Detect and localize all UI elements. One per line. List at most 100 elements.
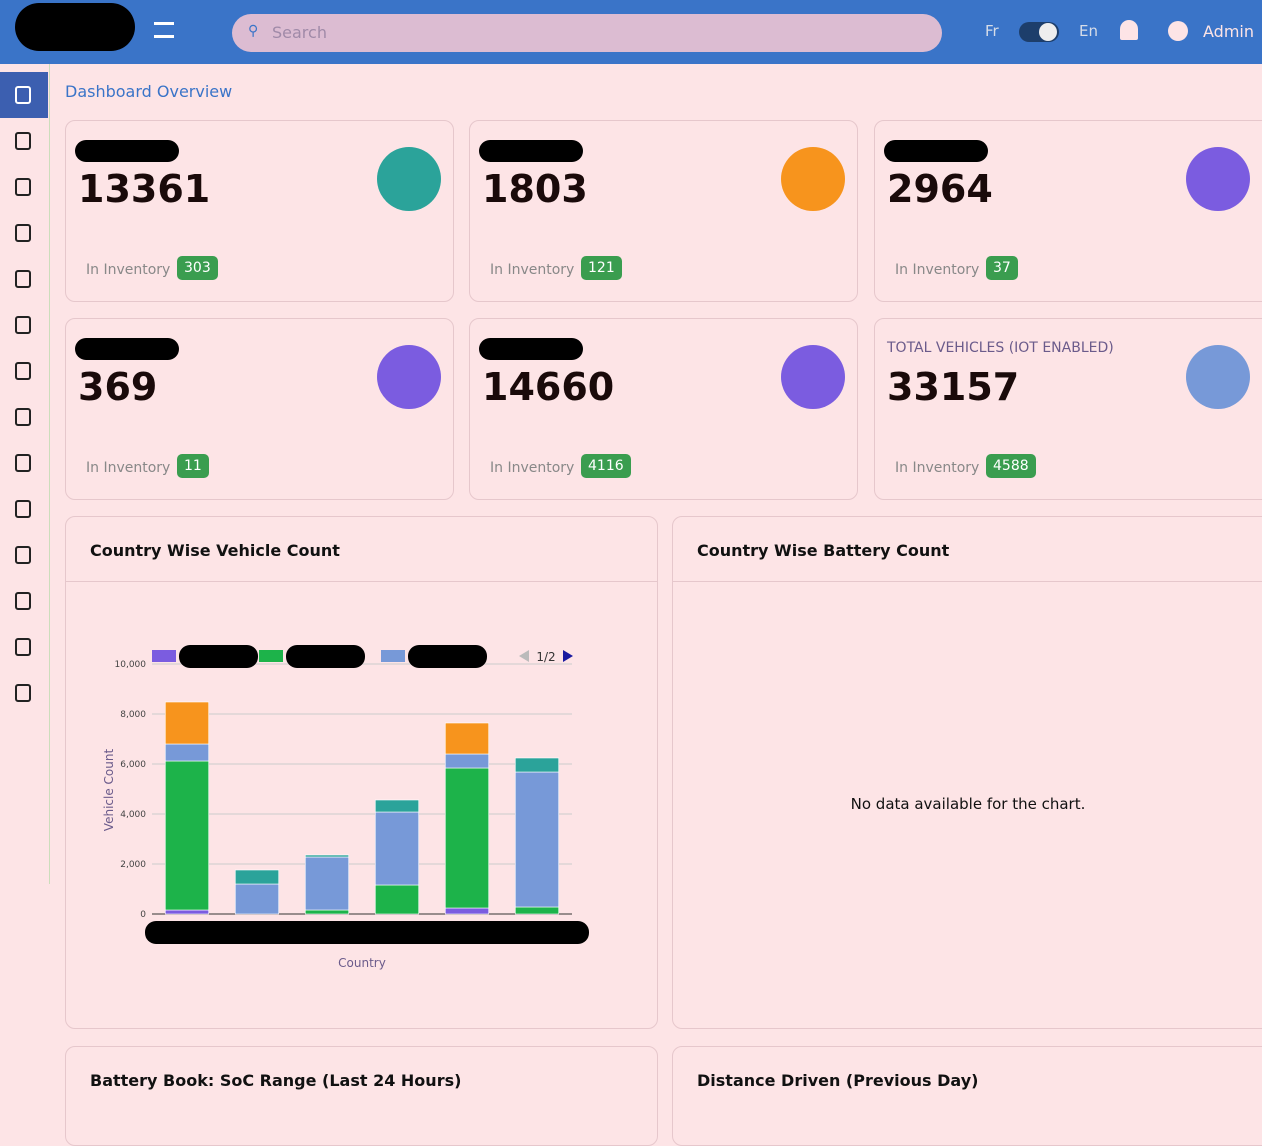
sidebar-icon <box>15 638 31 656</box>
sidebar-icon <box>15 454 31 472</box>
y-tick-label: 4,000 <box>120 810 146 820</box>
sidebar-item[interactable] <box>0 210 48 256</box>
redacted-legend-name <box>286 645 365 668</box>
notification-button[interactable] <box>1120 20 1138 40</box>
y-tick-label: 0 <box>140 910 146 920</box>
sidebar-item[interactable] <box>0 164 48 210</box>
stat-card[interactable]: 1803 In Inventory 121 <box>469 120 858 302</box>
card-icon <box>781 345 845 409</box>
sidebar-icon <box>15 270 31 288</box>
sidebar-item[interactable] <box>0 532 48 578</box>
card-title: Distance Driven (Previous Day) <box>697 1071 979 1090</box>
x-axis-label: Country <box>338 956 386 970</box>
y-tick-label: 6,000 <box>120 760 146 770</box>
sidebar-item[interactable] <box>0 256 48 302</box>
bar-segment <box>305 856 350 911</box>
battery-chart-card: Country Wise Battery Count No data avail… <box>672 516 1262 1029</box>
bar-segment <box>305 854 350 858</box>
card-value: 33157 <box>887 365 1020 409</box>
lang-label: Fr <box>985 22 999 40</box>
sidebar-icon <box>15 132 31 150</box>
profile-button[interactable] <box>1168 21 1188 41</box>
bar-segment <box>514 757 559 773</box>
legend-swatch <box>259 650 283 662</box>
search-placeholder[interactable]: Search <box>272 23 327 42</box>
sidebar-item[interactable] <box>0 440 48 486</box>
sidebar-icon <box>15 500 31 518</box>
vehicle-chart-card: Country Wise Vehicle Count 0 2,000 4,000 6,… <box>65 516 658 1029</box>
bar-segment <box>444 753 489 769</box>
sidebar-icon <box>15 408 31 426</box>
menu-button[interactable] <box>154 22 174 38</box>
legend-next[interactable] <box>563 650 573 662</box>
inventory-badge: 4588 <box>986 454 1036 478</box>
stat-card[interactable]: 2964 In Inventory 37 <box>874 120 1262 302</box>
redacted-title <box>75 140 179 162</box>
stat-card[interactable]: 369 In Inventory 11 <box>65 318 454 500</box>
inventory-badge: 11 <box>177 454 209 478</box>
card-title: TOTAL VEHICLES (IOT ENABLED) <box>887 340 1114 356</box>
redacted-title <box>479 140 583 162</box>
bar-segment <box>514 906 559 915</box>
battery-book-card: Battery Book: SoC Range (Last 24 Hours) <box>65 1046 658 1146</box>
card-value: 369 <box>78 365 158 409</box>
top-bar: ⚲ Search Fr En Admin <box>0 0 1262 64</box>
sidebar-icon <box>15 86 31 104</box>
card-icon <box>1186 147 1250 211</box>
sidebar-border <box>49 64 50 884</box>
stat-card[interactable]: 14660 In Inventory 4116 <box>469 318 858 500</box>
card-icon <box>377 147 441 211</box>
stat-card[interactable]: 13361 In Inventory 303 <box>65 120 454 302</box>
card-value: 1803 <box>482 167 588 211</box>
bar-segment <box>444 767 489 909</box>
card-title: Country Wise Vehicle Count <box>90 541 340 560</box>
bar-segment <box>235 869 280 885</box>
stat-card[interactable]: TOTAL VEHICLES (IOT ENABLED) 33157 In Inve… <box>874 318 1262 500</box>
y-tick-label: 2,000 <box>120 860 146 870</box>
bar-segment <box>374 811 419 886</box>
redacted-legend-name <box>179 645 258 668</box>
inventory-label: In Inventory <box>86 460 171 476</box>
breadcrumb[interactable]: Dashboard Overview <box>65 82 233 101</box>
bar-segment <box>444 722 489 755</box>
legend-page: 1/2 <box>536 650 555 664</box>
card-value: 2964 <box>887 167 993 211</box>
sidebar-icon <box>15 684 31 702</box>
user-name[interactable]: Admin <box>1203 22 1254 41</box>
sidebar-item[interactable] <box>0 670 48 716</box>
sidebar-item[interactable] <box>0 394 48 440</box>
sidebar-item[interactable] <box>0 348 48 394</box>
bar-segment <box>165 760 210 911</box>
sidebar-item[interactable] <box>0 72 48 118</box>
card-value: 13361 <box>78 167 211 211</box>
inventory-label: In Inventory <box>86 262 171 278</box>
sidebar-icon <box>15 546 31 564</box>
inventory-badge: 4116 <box>581 454 631 478</box>
card-value: 14660 <box>482 365 615 409</box>
sidebar-item[interactable] <box>0 578 48 624</box>
inventory-badge: 121 <box>581 256 622 280</box>
search-box[interactable]: ⚲ Search <box>232 14 942 52</box>
lang-toggle[interactable] <box>1019 22 1059 42</box>
sidebar-item[interactable] <box>0 624 48 670</box>
sidebar-item[interactable] <box>0 302 48 348</box>
card-icon <box>1186 345 1250 409</box>
y-tick-label: 8,000 <box>120 710 146 720</box>
sidebar-icon <box>15 316 31 334</box>
empty-message: No data available for the chart. <box>850 795 1086 813</box>
sidebar-item[interactable] <box>0 118 48 164</box>
bar-segment <box>444 907 489 915</box>
redacted-categories <box>145 921 589 944</box>
sidebar-icon <box>15 592 31 610</box>
bar-segment <box>305 909 350 915</box>
logo[interactable] <box>15 3 135 51</box>
bar-segment <box>165 701 210 745</box>
redacted-title <box>884 140 988 162</box>
redacted-title <box>479 338 583 360</box>
card-icon <box>781 147 845 211</box>
sidebar-item[interactable] <box>0 486 48 532</box>
divider <box>673 581 1262 582</box>
inventory-label: In Inventory <box>895 262 980 278</box>
card-title: Battery Book: SoC Range (Last 24 Hours) <box>90 1071 462 1090</box>
sidebar-icon <box>15 362 31 380</box>
